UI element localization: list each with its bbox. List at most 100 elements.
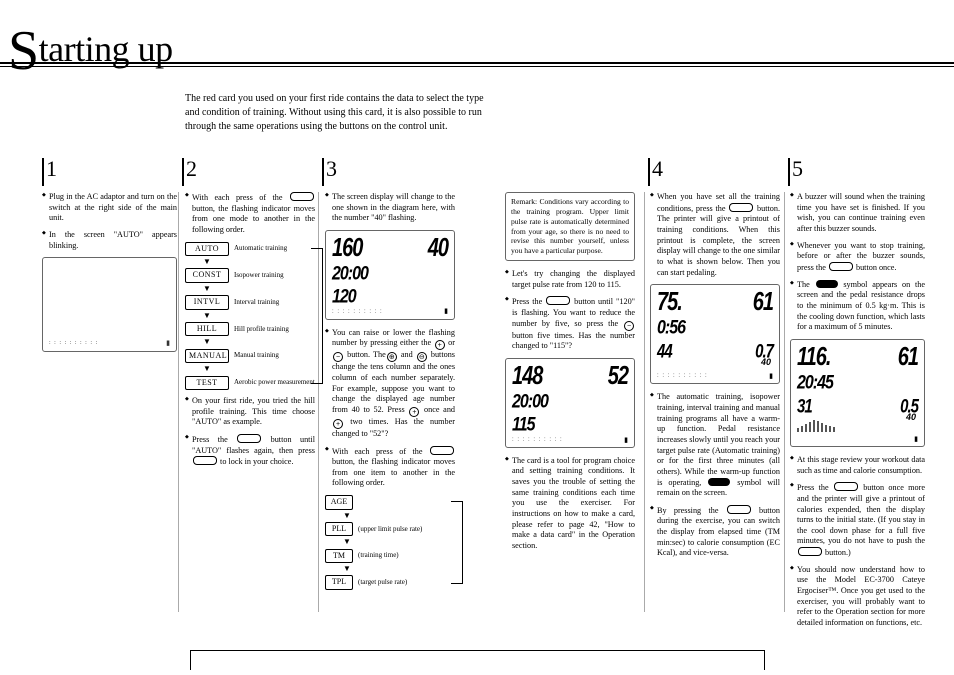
lcd-val: 44 [657,339,672,364]
col-divider-1 [178,192,179,612]
button-icon [546,296,570,305]
mode-const: CONST [185,268,229,282]
lcd-val: 20:00 [512,391,628,416]
display-dots: : : : : : : : : : : [512,437,563,445]
c2-bullet-1: With each press of the button, the flash… [185,192,315,236]
manual-page: Starting up The red card you used on you… [0,0,954,675]
c2-bullet-3: Press the button until "AUTO" flashes ag… [185,434,315,468]
intro-text: The red card you used on your first ride… [185,92,485,134]
lcd-val: 40 [761,357,771,369]
blank-display: : : : : : : : : : : ▮ [42,257,177,352]
c4-bullet-1: Let's try changing the displayed target … [505,269,635,290]
display-dots: : : : : : : : : : : [332,309,383,317]
col-divider-5 [784,192,785,612]
c6-bullet-2: Whenever you want to stop training, befo… [790,241,925,274]
page-title: Starting up [8,15,173,88]
return-arrow [311,248,323,384]
column-5: When you have set all the training condi… [650,192,780,565]
step-rule-2 [182,158,184,186]
minus-icon: − [624,321,634,331]
column-6: A buzzer will sound when the training ti… [790,192,925,635]
mode-button-icon [237,434,261,443]
param-flowchart: AGE ▼ PLL(upper limit pulse rate) ▼ TM(t… [325,495,455,590]
step-num-5: 5 [792,155,803,184]
mode-auto: AUTO [185,242,229,256]
lcd-display-2: 14852 20:00 115 : : : : : : : : : : ▮ [505,358,635,448]
step-rule-1 [42,158,44,186]
lcd-display-1: 160 40 20:00 120 : : : : : : : : : : ▮ [325,230,455,320]
button-icon [430,446,454,455]
lcd-val: 115 [512,414,628,439]
mode-hill: HILL [185,322,229,336]
lcd-val: 120 [332,286,448,311]
lcd-val: 61 [753,285,773,319]
step-rule-5 [788,158,790,186]
arrow-icon: ▼ [203,339,315,345]
battery-icon: ▮ [624,436,628,445]
c5-bullet-1: When you have set all the training condi… [650,192,780,278]
minus-icon: − [333,352,343,362]
button-icon [829,262,853,271]
arrow-icon: ▼ [343,539,455,545]
battery-icon: ▮ [444,307,448,316]
footer-frame [190,650,765,670]
battery-icon: ▮ [914,435,918,444]
button-icon [729,203,753,212]
plus-icon: + [435,340,445,350]
c4-bullet-2: Press the button until "120" is flashing… [505,296,635,352]
c4-bullet-3: The card is a tool for program choice an… [505,456,635,552]
lcd-val: 61 [898,340,918,374]
c6-bullet-1: A buzzer will sound when the training ti… [790,192,925,235]
arrow-icon: ▼ [203,366,315,372]
plus10-icon: ⊕ [387,352,397,362]
c3-bullet-2: You can raise or lower the flashing numb… [325,328,455,440]
lcd-val: 31 [797,394,812,419]
step-num-1: 1 [46,155,57,184]
minus10-icon: ⊖ [417,352,427,362]
warmup-symbol-icon [708,478,730,486]
c6-bullet-6: You should now understand how to use the… [790,565,925,629]
param-tm: TM [325,549,353,563]
mode-button-icon [290,192,314,201]
lcd-val: 160 [332,231,362,265]
arrow-icon: ▼ [203,286,315,292]
button-icon [798,547,822,556]
param-tpl: TPL [325,575,353,589]
mode-intvl: INTVL [185,295,229,309]
set-button-icon [193,456,217,465]
battery-icon: ▮ [769,372,773,381]
step-num-2: 2 [186,155,197,184]
display-dots: : : : : : : : : : : [49,340,98,348]
arrow-icon: ▼ [343,513,455,519]
mode-flowchart: AUTOAutomatic training ▼ CONSTIsopower t… [185,242,315,390]
arrow-icon: ▼ [343,566,455,572]
button-icon [834,482,858,491]
lcd-val: 75. [657,285,682,319]
lcd-val: 40 [428,231,448,265]
lcd-val: 116. [797,340,830,374]
step-rule-4 [648,158,650,186]
c3-bullet-3: With each press of the button, the flash… [325,446,455,490]
bargraph-icon [797,420,835,432]
column-3: The screen display will change to the on… [325,192,455,596]
param-age: AGE [325,495,353,509]
c2-bullet-2: On your first ride, you tried the hill p… [185,396,315,428]
lcd-display-3: 75.61 0:56 440.7 40 : : : : : : : : : : … [650,284,780,384]
lcd-display-4: 116.61 20:45 310.5 40 ▮ [790,339,925,447]
arrow-icon: ▼ [203,259,315,265]
col-divider-4 [644,192,645,612]
c6-bullet-5: Press the button once more and the print… [790,482,925,559]
c1-bullet-1: Plug in the AC adaptor and turn on the s… [42,192,177,224]
remark-box: Remark: Conditions vary according to the… [505,192,635,261]
lcd-val: 20:00 [332,263,448,288]
c6-bullet-3: The symbol appears on the screen and the… [790,280,925,333]
column-1: Plug in the AC adaptor and turn on the s… [42,192,177,360]
battery-icon: ▮ [166,339,170,348]
lcd-val: 20:45 [797,372,918,397]
step-rule-3 [322,158,324,186]
drop-cap: S [8,20,39,82]
lcd-val: 52 [608,359,628,393]
button-icon [727,505,751,514]
param-pll: PLL [325,522,353,536]
cooldown-symbol-icon [816,280,838,288]
